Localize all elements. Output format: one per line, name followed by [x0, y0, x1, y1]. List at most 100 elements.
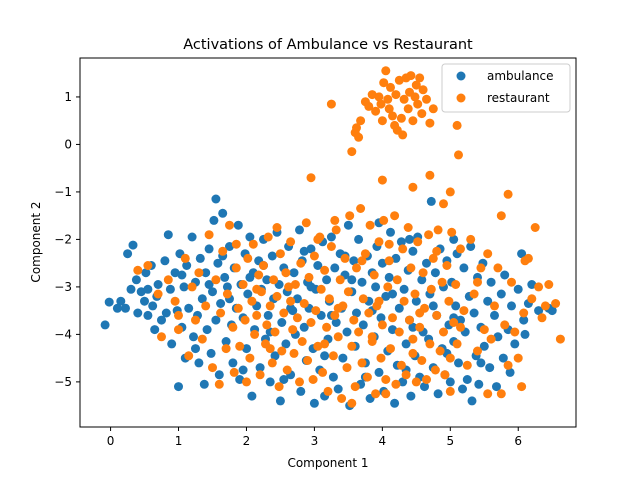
ambulance-point — [221, 337, 231, 346]
restaurant-point — [349, 315, 359, 325]
ambulance-point — [275, 396, 285, 406]
ambulance-point — [358, 320, 368, 330]
restaurant-point — [469, 289, 479, 299]
ambulance-point — [247, 391, 257, 401]
restaurant-point — [428, 253, 438, 263]
restaurant-point — [396, 360, 406, 370]
restaurant-point — [424, 230, 434, 240]
ambulance-point — [157, 315, 166, 325]
ambulance-point — [510, 339, 520, 349]
ambulance-point — [195, 253, 205, 263]
restaurant-point — [352, 263, 361, 273]
restaurant-point — [413, 237, 423, 247]
restaurant-point — [451, 280, 461, 289]
restaurant-point — [486, 334, 496, 344]
restaurant-point — [367, 332, 377, 342]
restaurant-point — [445, 187, 455, 197]
ambulance-point — [295, 225, 304, 235]
ambulance-point — [292, 294, 302, 304]
restaurant-point — [437, 277, 447, 287]
ambulance-point — [398, 377, 408, 387]
y-tick-label: −1 — [54, 185, 72, 199]
ambulance-point — [371, 282, 381, 292]
restaurant-point — [191, 315, 200, 325]
restaurant-point — [347, 147, 357, 157]
restaurant-point — [170, 296, 180, 306]
ambulance-point — [513, 284, 523, 294]
restaurant-point — [473, 346, 482, 356]
ambulance-point — [289, 268, 299, 278]
restaurant-point — [352, 123, 361, 133]
restaurant-point — [432, 246, 442, 256]
restaurant-point — [374, 237, 384, 247]
ambulance-point — [394, 303, 404, 313]
restaurant-point — [333, 303, 343, 313]
points-layer — [100, 66, 565, 411]
ambulance-point — [197, 294, 207, 304]
restaurant-point — [527, 294, 537, 304]
ambulance-point — [143, 284, 153, 294]
restaurant-point — [313, 341, 323, 351]
ambulance-point — [150, 325, 160, 335]
ambulance-point — [189, 332, 198, 342]
restaurant-point — [282, 365, 292, 375]
legend-label-restaurant: restaurant — [487, 91, 550, 105]
x-axis-label: Component 1 — [287, 456, 368, 470]
ambulance-point — [374, 367, 384, 377]
restaurant-point — [479, 325, 489, 335]
restaurant-point — [337, 394, 347, 403]
ambulance-point — [160, 256, 170, 266]
restaurant-point — [304, 272, 314, 282]
restaurant-point — [354, 132, 364, 142]
ambulance-point — [165, 284, 175, 294]
restaurant-point — [197, 334, 207, 344]
restaurant-point — [476, 263, 486, 273]
restaurant-point — [417, 356, 427, 365]
ambulance-point — [211, 315, 221, 325]
restaurant-point — [403, 104, 413, 114]
x-tick-label: 1 — [175, 434, 183, 448]
ambulance-point — [211, 194, 221, 204]
ambulance-point — [214, 370, 224, 380]
ambulance-point — [238, 365, 248, 375]
restaurant-point — [452, 339, 462, 349]
ambulance-point — [309, 398, 319, 408]
restaurant-point — [279, 308, 289, 318]
restaurant-point — [290, 280, 300, 289]
restaurant-point — [235, 341, 245, 351]
restaurant-point — [174, 310, 183, 320]
ambulance-point — [306, 244, 316, 254]
restaurant-point — [394, 75, 404, 85]
ambulance-point — [299, 246, 309, 256]
restaurant-point — [245, 353, 255, 363]
ambulance-point — [462, 375, 472, 384]
ambulance-point — [112, 303, 122, 313]
restaurant-point — [408, 334, 418, 344]
restaurant-point — [350, 382, 360, 392]
restaurant-point — [229, 367, 239, 377]
restaurant-point — [379, 215, 389, 225]
ambulance-point — [388, 325, 397, 335]
restaurant-point — [422, 375, 431, 384]
restaurant-point — [381, 389, 391, 399]
restaurant-point — [301, 218, 311, 228]
ambulance-point — [376, 313, 386, 323]
restaurant-point — [296, 258, 306, 268]
restaurant-point — [425, 339, 435, 349]
restaurant-point — [390, 211, 400, 221]
restaurant-point — [418, 85, 428, 95]
ambulance-point — [313, 261, 323, 270]
restaurant-point — [358, 294, 368, 304]
ambulance-point — [469, 308, 479, 318]
y-tick-label: −2 — [54, 232, 72, 246]
restaurant-point — [211, 275, 221, 285]
ambulance-point — [184, 303, 194, 313]
ambulance-point — [242, 344, 251, 354]
ambulance-point — [306, 282, 316, 292]
restaurant-point — [274, 382, 284, 392]
restaurant-point — [452, 120, 462, 130]
restaurant-point — [376, 99, 386, 109]
ambulance-point — [128, 240, 138, 250]
restaurant-point — [342, 363, 352, 373]
restaurant-point — [323, 386, 333, 396]
